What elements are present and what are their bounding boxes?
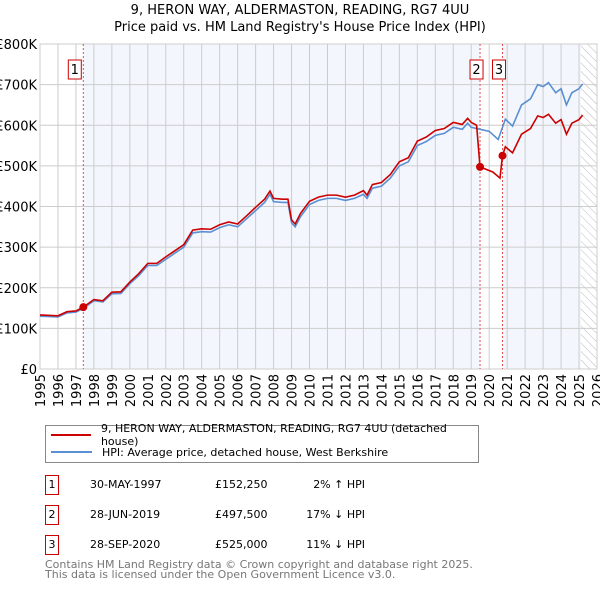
y-tick-label: £700K [0,79,37,94]
legend-swatch-hpi [51,451,92,453]
x-tick-label: 2006 [232,374,247,407]
legend-swatch-property [51,434,91,436]
footer-line-1: Contains HM Land Registry data © Crown c… [45,558,473,571]
x-tick-label: 2008 [268,374,283,407]
sale-hpi-diff: 11% ↓ HPI [306,538,365,551]
sale-point [476,162,485,171]
x-tick-label: 2001 [142,374,157,407]
y-tick-label: £800K [0,38,37,53]
sale-point [79,303,88,312]
sale-label: 3 [495,63,503,78]
sale-label-box [469,59,484,80]
x-tick-label: 2011 [321,374,336,407]
x-tick-label: 2015 [393,374,408,407]
x-tick-label: 2013 [357,374,372,407]
x-tick-label: 2005 [214,374,229,407]
x-tick-label: 1998 [88,374,103,407]
x-tick-label: 2012 [339,374,354,407]
x-tick-label: 2003 [178,374,193,407]
sale-row: 2 28-JUN-2019 £497,500 17% ↓ HPI [45,505,445,525]
sale-price: £525,000 [215,538,268,551]
chart-title: 9, HERON WAY, ALDERMASTON, READING, RG7 … [130,3,470,18]
sale-hpi-diff: 2% ↑ HPI [313,478,365,491]
x-tick-label: 2026 [591,374,600,407]
x-tick-label: 2000 [124,374,139,407]
x-tick-label: 2021 [501,374,516,407]
sale-number: 2 [45,505,59,525]
sale-hpi-diff: 17% ↓ HPI [306,508,365,521]
sale-number: 1 [45,475,59,495]
x-tick-label: 2025 [573,374,588,407]
sale-point [498,151,507,160]
legend: 9, HERON WAY, ALDERMASTON, READING, RG7 … [45,422,479,463]
x-tick-label: 2007 [250,374,265,407]
property-line [39,113,584,317]
sale-row: 1 30-MAY-1997 £152,250 2% ↑ HPI [45,475,445,495]
x-tick-label: 2023 [537,374,552,407]
sale-date: 28-JUN-2019 [90,508,161,521]
footer: Contains HM Land Registry data © Crown c… [45,558,473,581]
hpi-line [39,81,584,318]
sale-price: £497,500 [215,508,268,521]
sale-label-box [67,59,82,80]
chart: 1995 1996 1997 1998 1999 2000 2001 2002 2003 2004… [0,38,600,407]
sale-date: 28-SEP-2020 [90,538,161,551]
sale-label-box [491,59,506,80]
x-tick-label: 2018 [447,374,462,407]
y-tick-label: £200K [0,282,37,297]
x-tick-label: 1995 [34,374,49,407]
footer-line-2: This data is licensed under the Open Gov… [45,568,396,581]
y-tick-label: £100K [0,322,37,337]
sale-price: £152,250 [215,478,268,491]
x-tick-label: 2022 [519,374,534,407]
x-tick-label: 2010 [304,374,319,407]
x-tick-label: 2019 [465,374,480,407]
x-tick-label: 2014 [375,374,390,407]
sale-label: 1 [71,63,79,78]
x-tick-label: 2004 [196,374,211,407]
y-tick-label: £500K [0,160,37,175]
plot-frame [39,43,598,370]
x-tick-label: 1999 [106,374,121,407]
x-tick-label: 1996 [52,374,67,407]
legend-label-property: 9, HERON WAY, ALDERMASTON, READING, RG7 … [100,422,447,448]
x-tick-label: 2020 [483,374,498,407]
sale-date: 30-MAY-1997 [90,478,162,491]
legend-label-hpi: HPI: Average price, detached house, West… [102,445,389,459]
sale-number: 3 [45,535,59,555]
y-tick-label: £400K [0,201,37,216]
x-tick-label: 1997 [70,374,85,407]
y-tick-label: £0 [20,363,37,378]
sale-row: 3 28-SEP-2020 £525,000 11% ↓ HPI [45,535,445,555]
x-tick-label: 2024 [555,374,570,407]
x-tick-label: 2017 [429,374,444,407]
y-tick-label: £600K [0,119,37,134]
x-tick-label: 2016 [411,374,426,407]
x-tick-label: 2009 [286,374,301,407]
sale-label: 2 [472,63,480,78]
x-tick-label: 2002 [160,374,175,407]
y-tick-label: £300K [0,241,37,256]
chart-subtitle: Price paid vs. HM Land Registry's House … [114,20,486,35]
